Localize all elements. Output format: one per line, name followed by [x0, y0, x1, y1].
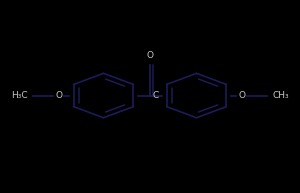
Text: C: C: [153, 91, 159, 100]
Text: O: O: [55, 91, 62, 100]
Text: O: O: [238, 91, 245, 100]
Text: CH₃: CH₃: [272, 91, 289, 100]
Text: H₃C: H₃C: [11, 91, 28, 100]
Text: O: O: [146, 51, 154, 60]
